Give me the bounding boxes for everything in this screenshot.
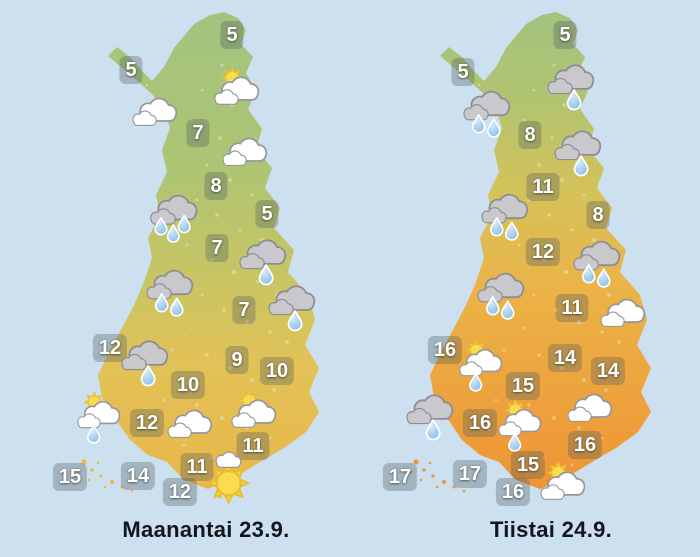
- temperature-badge: 16: [495, 478, 531, 506]
- temperature-badge: 15: [52, 463, 88, 491]
- temperature-badge: 7: [205, 234, 229, 262]
- temperature-badge: 8: [204, 172, 228, 200]
- temperature-badge: 5: [451, 58, 475, 86]
- temperature-badge: 14: [120, 462, 156, 490]
- temperature-badge: 17: [452, 460, 488, 488]
- cloudsun-icon: [230, 389, 278, 429]
- rain1-icon: [546, 64, 596, 113]
- temperature-badge: 5: [220, 21, 244, 49]
- rain2-icon: [145, 269, 195, 319]
- temperature-badge: 5: [553, 21, 577, 49]
- rain1-icon: [553, 130, 603, 179]
- rain3-icon: [148, 194, 200, 246]
- temperature-badge: 8: [586, 201, 610, 229]
- rain2-icon: [480, 193, 530, 243]
- rain1-icon: [267, 285, 317, 334]
- temperature-badge: 7: [232, 296, 256, 324]
- day-label-monday: Maanantai 23.9.: [122, 517, 290, 542]
- cloudsundrop-icon: [76, 391, 122, 445]
- cloud-icon: [166, 409, 214, 439]
- temperature-badge: 11: [236, 432, 270, 460]
- cloudsun-icon: [213, 66, 261, 106]
- temperature-badge: 9: [225, 346, 249, 374]
- cloudsundrop-icon: [458, 339, 504, 393]
- cloud-icon: [566, 393, 614, 423]
- temperature-badge: 7: [186, 119, 210, 147]
- temperature-badge: 11: [555, 294, 589, 322]
- cloudsun-icon: [539, 461, 587, 501]
- temperature-badge: 15: [510, 451, 546, 479]
- temperature-badge: 12: [129, 409, 165, 437]
- temperature-badge: 15: [505, 372, 541, 400]
- temperature-badge: 16: [567, 431, 603, 459]
- cloud-icon: [221, 137, 269, 167]
- rain2-icon: [476, 272, 526, 322]
- day-label-tuesday: Tiistai 24.9.: [489, 517, 613, 542]
- temperature-badge: 11: [526, 173, 560, 201]
- rain2-icon: [572, 240, 622, 290]
- rain1-icon: [120, 340, 170, 389]
- temperature-badge: 17: [382, 463, 418, 491]
- temperature-badge: 5: [119, 56, 143, 84]
- temperature-badge: 16: [462, 409, 498, 437]
- temperature-badge: 11: [180, 453, 214, 481]
- rain1-icon: [405, 394, 455, 443]
- temperature-badge: 10: [259, 357, 295, 385]
- temperature-badge: 14: [590, 357, 626, 385]
- temperature-badge: 10: [170, 371, 206, 399]
- temperature-badge: 14: [547, 344, 583, 372]
- temperature-badge: 16: [427, 336, 463, 364]
- temperature-badge: 12: [92, 334, 128, 362]
- sunnycloud-icon: [206, 450, 252, 506]
- temperature-badge: 12: [525, 238, 561, 266]
- temperature-badge: 5: [255, 200, 279, 228]
- temperature-badge: 8: [518, 121, 542, 149]
- temperature-badge: 12: [162, 478, 198, 506]
- cloud-icon: [599, 298, 647, 328]
- cloudsundrop-icon: [497, 399, 543, 453]
- rain1-icon: [238, 239, 288, 288]
- rain2-icon: [462, 90, 512, 140]
- cloud-icon: [131, 97, 179, 127]
